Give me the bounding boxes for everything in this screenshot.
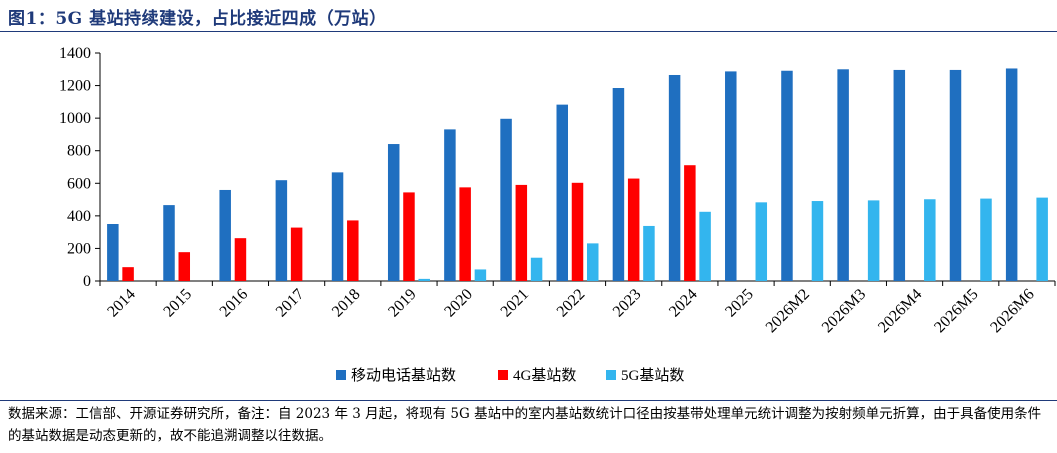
bar-g5 — [699, 211, 711, 281]
legend: 移动电话基站数 4G基站数 5G基站数 — [336, 367, 684, 384]
y-axis: 0 200 400 600 800 1000 1200 1400 — [59, 45, 101, 290]
bar-mobile — [387, 144, 400, 281]
bar-mobile — [331, 172, 344, 281]
bar-g4 — [684, 165, 696, 281]
x-tick-label: 2025 — [722, 286, 757, 321]
bar-mobile — [781, 70, 793, 281]
bar-mobile — [612, 88, 625, 281]
y-tick-label: 200 — [67, 240, 91, 257]
y-tick-label: 1400 — [59, 45, 91, 62]
bar-mobile — [444, 129, 456, 281]
title-divider — [0, 31, 1057, 32]
bar-mobile — [556, 104, 568, 281]
figure-title: 图1：5G 基站持续建设，占比接近四成（万站） — [8, 9, 387, 29]
x-tick-label: 2020 — [441, 286, 476, 321]
bar-mobile — [893, 69, 906, 281]
bar-g5 — [474, 269, 487, 281]
bar-mobile — [668, 74, 681, 281]
bar-mobile — [163, 205, 175, 281]
x-tick-label: 2014 — [104, 286, 139, 321]
x-tick-label: 2022 — [554, 286, 589, 321]
bar-g5 — [530, 257, 543, 281]
bar-g5 — [755, 202, 768, 281]
bar-g5 — [1036, 197, 1048, 281]
bar-g4 — [234, 238, 247, 281]
bar-mobile — [275, 180, 288, 281]
bar-mobile — [107, 224, 119, 281]
legend-swatch-g4 — [498, 370, 508, 380]
x-tick-label: 2018 — [329, 286, 364, 321]
legend-label-g5: 5G基站数 — [621, 367, 684, 384]
x-tick-label: 2026M2 — [763, 286, 813, 336]
y-tick-label: 0 — [83, 273, 91, 290]
x-tick-label: 2023 — [610, 286, 645, 321]
x-tick-label: 2019 — [385, 286, 420, 321]
bar-mobile — [725, 71, 737, 282]
bar-g4 — [347, 220, 359, 281]
bars — [107, 68, 1048, 282]
bar-g4 — [459, 187, 471, 281]
legend-label-mobile: 移动电话基站数 — [351, 367, 456, 384]
note-divider — [0, 400, 1057, 401]
legend-swatch-g5 — [606, 370, 616, 380]
x-tick-label: 2017 — [273, 286, 308, 321]
bar-g4 — [403, 192, 415, 281]
y-tick-label: 1200 — [59, 78, 91, 95]
legend-label-g4: 4G基站数 — [513, 367, 576, 384]
bar-mobile — [949, 69, 962, 281]
bar-g5 — [867, 200, 880, 281]
legend-swatch-mobile — [336, 370, 346, 380]
bar-g4 — [515, 184, 528, 281]
x-tick-label: 2016 — [217, 286, 252, 321]
bar-mobile — [219, 189, 231, 281]
bar-g4 — [571, 182, 584, 281]
bar-g5 — [980, 198, 992, 281]
bar-g5 — [643, 225, 655, 281]
x-tick-label: 2015 — [160, 286, 195, 321]
x-tick-label: 2026M4 — [875, 286, 925, 336]
x-tick-label: 2021 — [498, 286, 533, 321]
bar-g4 — [122, 267, 134, 281]
bar-g4 — [178, 252, 191, 281]
x-tick-label: 2026M5 — [931, 286, 981, 336]
x-tick-label: 2026M6 — [987, 286, 1037, 336]
y-tick-label: 600 — [67, 175, 91, 192]
bar-mobile — [837, 69, 849, 281]
y-tick-label: 800 — [67, 143, 91, 160]
x-tick-label: 2024 — [666, 286, 701, 321]
bar-mobile — [1005, 68, 1018, 281]
bar-g5 — [811, 201, 824, 281]
bar-g5 — [587, 243, 599, 281]
source-note: 数据来源：工信部、开源证券研究所，备注：自 2023 年 3 月起，将现有 5G… — [8, 406, 1042, 444]
x-axis: 2014 2015 2016 2017 2018 2019 2020 2021 2022 2023… — [99, 280, 1056, 336]
bar-g4 — [290, 227, 303, 281]
y-tick-label: 1000 — [59, 110, 91, 127]
y-tick-label: 400 — [67, 208, 91, 225]
bar-g5 — [418, 278, 430, 281]
bar-mobile — [500, 118, 512, 281]
bar-g5 — [924, 199, 936, 281]
x-tick-label: 2026M3 — [819, 286, 869, 336]
bar-g4 — [627, 178, 640, 281]
